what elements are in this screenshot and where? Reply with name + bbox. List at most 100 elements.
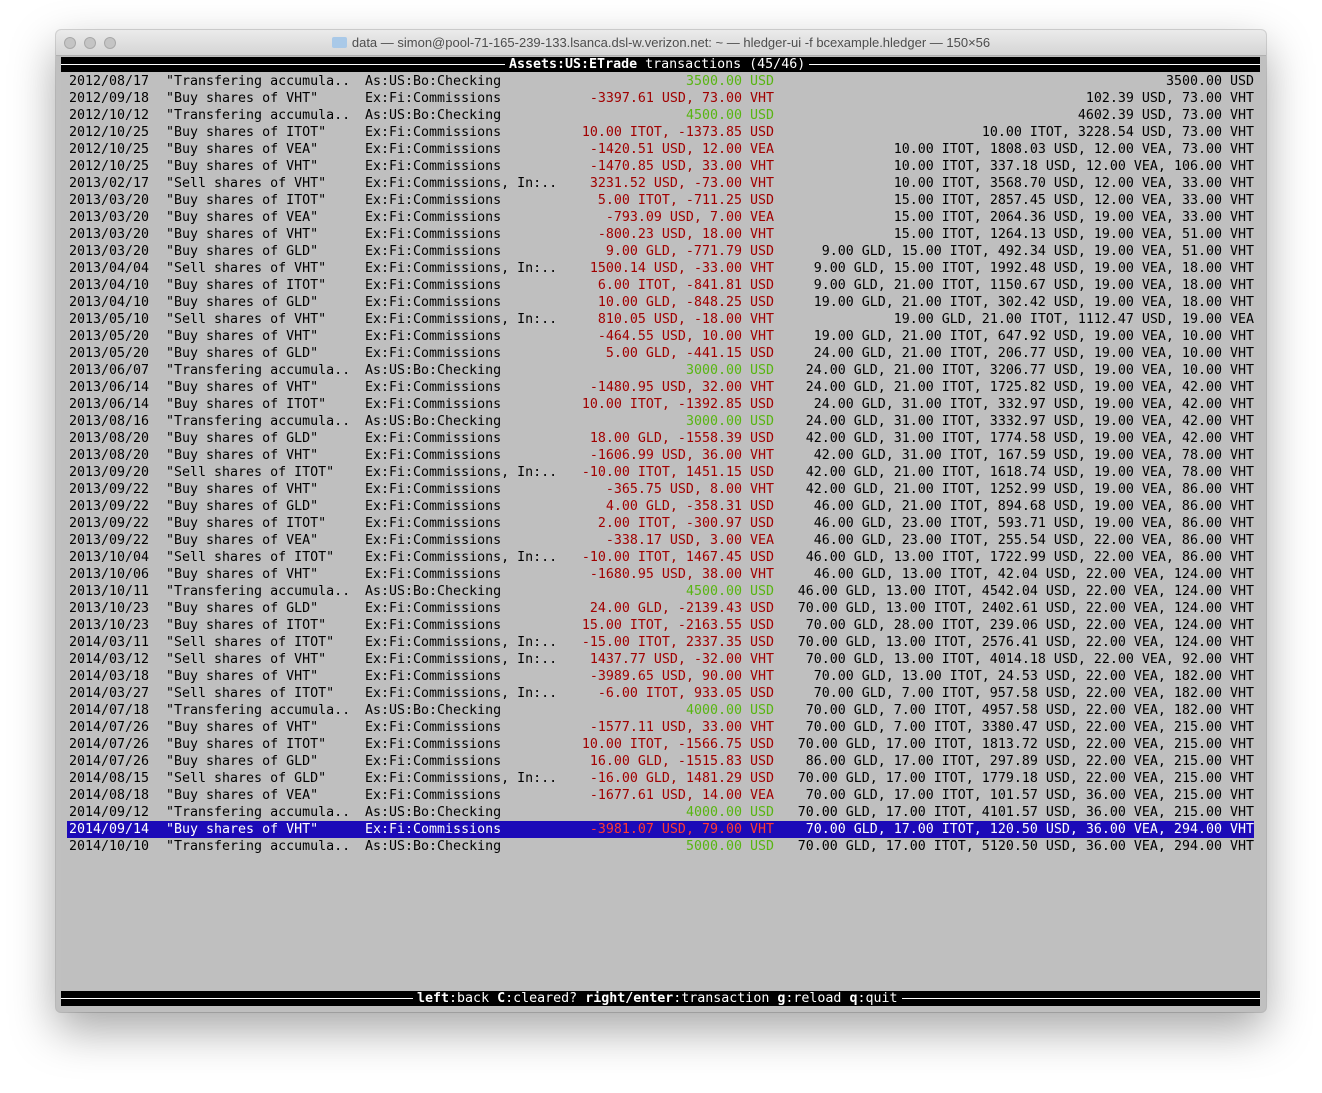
table-row[interactable]: 2012/10/25 "Buy shares of VEA" Ex:Fi:Commi… — [67, 141, 1254, 158]
table-row[interactable]: 2014/07/26 "Buy shares of GLD" Ex:Fi:Commi… — [67, 753, 1254, 770]
date-cell: 2012/10/25 — [69, 159, 150, 174]
table-row[interactable]: 2013/05/20 "Buy shares of GLD" Ex:Fi:Commi… — [67, 345, 1254, 362]
balance-cell: 102.39 USD, 73.00 VHT — [1085, 91, 1254, 106]
table-row[interactable]: 2013/06/07 "Transfering accumula.. As:US:B… — [67, 362, 1254, 379]
amount-cell: -1606.99 USD, 36.00 VHT — [589, 448, 774, 463]
key-label: q — [849, 991, 858, 1006]
table-row[interactable]: 2013/10/06 "Buy shares of VHT" Ex:Fi:Commi… — [67, 566, 1254, 583]
table-row[interactable]: 2013/04/04 "Sell shares of VHT" Ex:Fi:Comm… — [67, 260, 1254, 277]
table-row[interactable]: 2014/07/18 "Transfering accumula.. As:US:B… — [67, 702, 1254, 719]
table-row[interactable]: 2014/10/10 "Transfering accumula.. As:US:B… — [67, 838, 1254, 855]
balance-cell: 42.00 GLD, 21.00 ITOT, 1618.74 USD, 19.0… — [805, 465, 1254, 480]
date-cell: 2013/08/20 — [69, 448, 150, 463]
table-row[interactable]: 2013/03/20 "Buy shares of ITOT" Ex:Fi:Comm… — [67, 192, 1254, 209]
table-row[interactable]: 2013/08/20 "Buy shares of VHT" Ex:Fi:Commi… — [67, 447, 1254, 464]
table-row-selected[interactable]: 2014/09/14 "Buy shares of VHT" Ex:Fi:Commi… — [67, 821, 1254, 838]
account-cell: Ex:Fi:Commissions — [365, 754, 502, 769]
table-row[interactable]: 2013/03/20 "Buy shares of VHT" Ex:Fi:Commi… — [67, 226, 1254, 243]
account-cell: As:US:Bo:Checking — [365, 839, 502, 854]
balance-cell: 70.00 GLD, 17.00 ITOT, 5120.50 USD, 36.0… — [797, 839, 1254, 854]
description-cell: "Transfering accumula.. — [166, 584, 351, 599]
key-separator: : — [673, 991, 682, 1006]
zoom-button[interactable] — [104, 37, 116, 49]
balance-cell: 70.00 GLD, 13.00 ITOT, 4014.18 USD, 22.0… — [805, 652, 1254, 667]
table-row[interactable]: 2014/03/18 "Buy shares of VHT" Ex:Fi:Commi… — [67, 668, 1254, 685]
amount-cell: -10.00 ITOT, 1451.15 USD — [581, 465, 774, 480]
account-cell: Ex:Fi:Commissions — [365, 822, 502, 837]
balance-cell: 3500.00 USD — [1165, 74, 1254, 89]
table-row[interactable]: 2014/03/11 "Sell shares of ITOT" Ex:Fi:Com… — [67, 634, 1254, 651]
key-help: left:back C:cleared? right/enter:transac… — [413, 991, 902, 1006]
balance-cell: 9.00 GLD, 15.00 ITOT, 492.34 USD, 19.00 … — [821, 244, 1254, 259]
description-cell: "Sell shares of VHT" — [166, 312, 327, 327]
date-cell: 2013/04/04 — [69, 261, 150, 276]
description-cell: "Buy shares of ITOT" — [166, 397, 327, 412]
table-row[interactable]: 2014/09/12 "Transfering accumula.. As:US:B… — [67, 804, 1254, 821]
table-row[interactable]: 2013/06/14 "Buy shares of VHT" Ex:Fi:Commi… — [67, 379, 1254, 396]
table-row[interactable]: 2013/09/22 "Buy shares of VEA" Ex:Fi:Commi… — [67, 532, 1254, 549]
table-row[interactable]: 2012/10/12 "Transfering accumula.. As:US:B… — [67, 107, 1254, 124]
balance-cell: 46.00 GLD, 23.00 ITOT, 593.71 USD, 19.00… — [813, 516, 1254, 531]
key-action: quit — [865, 991, 898, 1006]
table-row[interactable]: 2013/05/20 "Buy shares of VHT" Ex:Fi:Commi… — [67, 328, 1254, 345]
table-row[interactable]: 2013/04/10 "Buy shares of ITOT" Ex:Fi:Comm… — [67, 277, 1254, 294]
minimize-button[interactable] — [84, 37, 96, 49]
balance-cell: 46.00 GLD, 13.00 ITOT, 4542.04 USD, 22.0… — [797, 584, 1254, 599]
table-row[interactable]: 2013/04/10 "Buy shares of GLD" Ex:Fi:Commi… — [67, 294, 1254, 311]
date-cell: 2013/09/22 — [69, 482, 150, 497]
table-row[interactable]: 2013/05/10 "Sell shares of VHT" Ex:Fi:Comm… — [67, 311, 1254, 328]
table-row[interactable]: 2013/08/20 "Buy shares of GLD" Ex:Fi:Commi… — [67, 430, 1254, 447]
table-row[interactable]: 2013/10/11 "Transfering accumula.. As:US:B… — [67, 583, 1254, 600]
description-cell: "Buy shares of VEA" — [166, 533, 319, 548]
amount-cell: 810.05 USD, -18.00 VHT — [597, 312, 774, 327]
table-row[interactable]: 2013/08/16 "Transfering accumula.. As:US:B… — [67, 413, 1254, 430]
table-row[interactable]: 2013/03/20 "Buy shares of VEA" Ex:Fi:Commi… — [67, 209, 1254, 226]
table-row[interactable]: 2013/09/22 "Buy shares of ITOT" Ex:Fi:Comm… — [67, 515, 1254, 532]
table-row[interactable]: 2013/09/22 "Buy shares of GLD" Ex:Fi:Commi… — [67, 498, 1254, 515]
account-cell: Ex:Fi:Commissions — [365, 346, 502, 361]
table-row[interactable]: 2013/03/20 "Buy shares of GLD" Ex:Fi:Commi… — [67, 243, 1254, 260]
account-cell: Ex:Fi:Commissions, In:.. — [365, 550, 558, 565]
description-cell: "Buy shares of ITOT" — [166, 737, 327, 752]
table-row[interactable]: 2014/03/12 "Sell shares of VHT" Ex:Fi:Comm… — [67, 651, 1254, 668]
account-cell: As:US:Bo:Checking — [365, 74, 502, 89]
balance-cell: 19.00 GLD, 21.00 ITOT, 302.42 USD, 19.00… — [813, 295, 1254, 310]
amount-cell: -3989.65 USD, 90.00 VHT — [589, 669, 774, 684]
table-row[interactable]: 2014/08/15 "Sell shares of GLD" Ex:Fi:Comm… — [67, 770, 1254, 787]
screen-title: Assets:US:ETrade transactions (45/46) — [505, 57, 810, 72]
balance-cell: 4602.39 USD, 73.00 VHT — [1077, 108, 1254, 123]
account-cell: Ex:Fi:Commissions — [365, 601, 502, 616]
table-row[interactable]: 2012/10/25 "Buy shares of VHT" Ex:Fi:Commi… — [67, 158, 1254, 175]
amount-cell: -1577.11 USD, 33.00 VHT — [589, 720, 774, 735]
balance-cell: 70.00 GLD, 7.00 ITOT, 3380.47 USD, 22.00… — [805, 720, 1254, 735]
date-cell: 2014/03/18 — [69, 669, 150, 684]
window-title: data — simon@pool-71-165-239-133.lsanca.… — [351, 35, 991, 50]
date-cell: 2014/03/27 — [69, 686, 150, 701]
amount-cell: -1420.51 USD, 12.00 VEA — [589, 142, 774, 157]
date-cell: 2014/10/10 — [69, 839, 150, 854]
table-row[interactable]: 2014/03/27 "Sell shares of ITOT" Ex:Fi:Com… — [67, 685, 1254, 702]
table-row[interactable]: 2012/09/18 "Buy shares of VHT" Ex:Fi:Commi… — [67, 90, 1254, 107]
table-row[interactable]: 2013/02/17 "Sell shares of VHT" Ex:Fi:Comm… — [67, 175, 1254, 192]
date-cell: 2014/07/26 — [69, 720, 150, 735]
amount-cell: -338.17 USD, 3.00 VEA — [605, 533, 774, 548]
table-row[interactable]: 2012/10/25 "Buy shares of ITOT" Ex:Fi:Comm… — [67, 124, 1254, 141]
close-button[interactable] — [64, 37, 76, 49]
table-row[interactable]: 2013/10/04 "Sell shares of ITOT" Ex:Fi:Com… — [67, 549, 1254, 566]
table-row[interactable]: 2013/06/14 "Buy shares of ITOT" Ex:Fi:Comm… — [67, 396, 1254, 413]
table-row[interactable]: 2013/10/23 "Buy shares of ITOT" Ex:Fi:Comm… — [67, 617, 1254, 634]
table-row[interactable]: 2014/07/26 "Buy shares of VHT" Ex:Fi:Commi… — [67, 719, 1254, 736]
key-separator: : — [785, 991, 794, 1006]
balance-cell: 70.00 GLD, 17.00 ITOT, 101.57 USD, 36.00… — [805, 788, 1254, 803]
description-cell: "Buy shares of GLD" — [166, 295, 319, 310]
table-row[interactable]: 2014/07/26 "Buy shares of ITOT" Ex:Fi:Comm… — [67, 736, 1254, 753]
table-row[interactable]: 2013/10/23 "Buy shares of GLD" Ex:Fi:Commi… — [67, 600, 1254, 617]
date-cell: 2013/10/23 — [69, 601, 150, 616]
account-cell: Ex:Fi:Commissions, In:.. — [365, 771, 558, 786]
account-cell: Ex:Fi:Commissions — [365, 533, 502, 548]
table-row[interactable]: 2014/08/18 "Buy shares of VEA" Ex:Fi:Commi… — [67, 787, 1254, 804]
table-row[interactable]: 2013/09/22 "Buy shares of VHT" Ex:Fi:Commi… — [67, 481, 1254, 498]
table-row[interactable]: 2013/09/20 "Sell shares of ITOT" Ex:Fi:Com… — [67, 464, 1254, 481]
balance-cell: 46.00 GLD, 23.00 ITOT, 255.54 USD, 22.00… — [813, 533, 1254, 548]
table-row[interactable]: 2012/08/17 "Transfering accumula.. As:US:B… — [67, 73, 1254, 90]
